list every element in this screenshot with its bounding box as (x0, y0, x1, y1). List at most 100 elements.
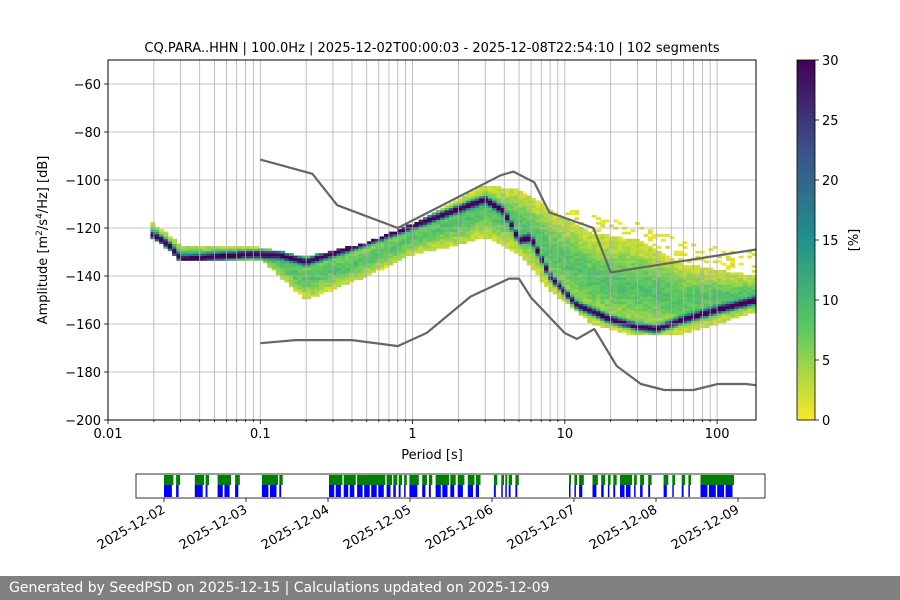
ppsd-cell (448, 224, 454, 228)
ppsd-cell (154, 236, 160, 240)
ppsd-cell (578, 279, 584, 283)
ppsd-cell (725, 315, 731, 319)
ppsd-cell (323, 284, 329, 288)
ppsd-cell (288, 265, 294, 268)
ppsd-cell (673, 291, 679, 295)
ppsd-cell (526, 198, 532, 201)
ppsd-cell (734, 313, 740, 316)
ppsd-cell (548, 243, 554, 247)
ppsd-cell (565, 279, 571, 283)
ppsd-cell (301, 272, 307, 276)
colorbar-segment (797, 104, 815, 109)
ppsd-cell (626, 313, 632, 316)
ppsd-cell (561, 219, 567, 223)
ppsd-cell (206, 255, 212, 259)
ppsd-cell (643, 267, 649, 271)
ppsd-cell (647, 279, 653, 283)
ppsd-cell (565, 262, 571, 266)
ppsd-cell (630, 253, 636, 256)
ppsd-cell (466, 195, 472, 199)
ppsd-cell (660, 301, 666, 304)
ppsd-cell (595, 313, 601, 316)
ppsd-cell (241, 255, 247, 259)
ppsd-cell (639, 313, 645, 316)
ppsd-cell (531, 241, 537, 244)
ppsd-cell (232, 255, 238, 259)
ppsd-cell (154, 238, 160, 242)
ppsd-cell (570, 286, 575, 290)
ppsd-cell (297, 286, 303, 290)
model-line-nhnm (260, 158, 757, 274)
ppsd-cell (500, 202, 506, 206)
ppsd-cell (539, 248, 545, 252)
ppsd-cell (388, 236, 394, 240)
ppsd-cell (608, 308, 614, 312)
ppsd-cell (535, 217, 541, 220)
ppsd-cell (751, 308, 757, 312)
ppsd-cell (384, 255, 389, 259)
ppsd-cell (721, 284, 727, 288)
ppsd-cell (656, 320, 662, 324)
ppsd-cell (548, 255, 554, 259)
ppsd-cell (747, 310, 753, 314)
ppsd-cell (513, 210, 519, 213)
ppsd-cell (725, 301, 731, 304)
ppsd-cell (544, 262, 549, 266)
ppsd-cell (686, 303, 692, 307)
ppsd-cell (626, 250, 632, 254)
ppsd-cell (371, 270, 376, 273)
ppsd-cell (613, 310, 619, 314)
ppsd-cell (591, 260, 597, 264)
ppsd-cell (600, 241, 606, 244)
ppsd-cell (202, 253, 208, 256)
ppsd-cell (526, 243, 532, 247)
ppsd-cell (656, 291, 662, 295)
ppsd-cell (621, 243, 627, 247)
ppsd-cell (509, 222, 515, 225)
ppsd-cell (682, 279, 688, 283)
ppsd-cell (600, 296, 606, 300)
ppsd-cell (293, 277, 299, 280)
ppsd-cell (483, 198, 489, 201)
ppsd-cell-sparse (730, 262, 735, 266)
ppsd-cell (371, 248, 376, 252)
ppsd-cell (604, 248, 610, 252)
ppsd-cell (314, 262, 320, 266)
ppsd-cell (487, 188, 493, 192)
ppsd-cell (522, 229, 528, 232)
ppsd-cell (613, 294, 619, 297)
ppsd-cell (717, 318, 722, 321)
ppsd-cell (557, 234, 562, 237)
ppsd-cell (548, 217, 554, 220)
ppsd-cell (626, 291, 632, 295)
ppsd-cell (206, 250, 212, 254)
ppsd-cell (496, 238, 502, 242)
chart-title: CQ.PARA..HHN | 100.0Hz | 2025-12-02T00:0… (144, 41, 719, 56)
ppsd-cell (457, 234, 463, 237)
ppsd-cell-sparse (738, 262, 744, 266)
ppsd-cell (660, 308, 666, 312)
ppsd-cell (539, 277, 545, 280)
ppsd-cell (595, 265, 601, 268)
ppsd-cell (353, 262, 359, 266)
ppsd-cell (591, 313, 597, 316)
ppsd-cell (613, 315, 619, 319)
ppsd-cell (708, 318, 714, 321)
ppsd-cell (721, 313, 727, 316)
ppsd-cell-sparse (570, 212, 575, 216)
ppsd-cell (366, 246, 372, 249)
availability-bar-blue (634, 485, 636, 497)
ppsd-cell (578, 253, 584, 256)
ppsd-cell (591, 277, 597, 280)
ppsd-cell (591, 315, 597, 319)
ppsd-cell (384, 238, 389, 242)
ppsd-cell (522, 234, 528, 237)
ppsd-cell (557, 282, 562, 285)
ppsd-cell (660, 260, 666, 264)
ppsd-cell (591, 243, 597, 247)
ppsd-cell (621, 310, 627, 314)
ppsd-cell (561, 236, 567, 240)
ppsd-cell (466, 210, 472, 213)
ppsd-cell (717, 296, 722, 300)
ppsd-cell (453, 241, 459, 244)
